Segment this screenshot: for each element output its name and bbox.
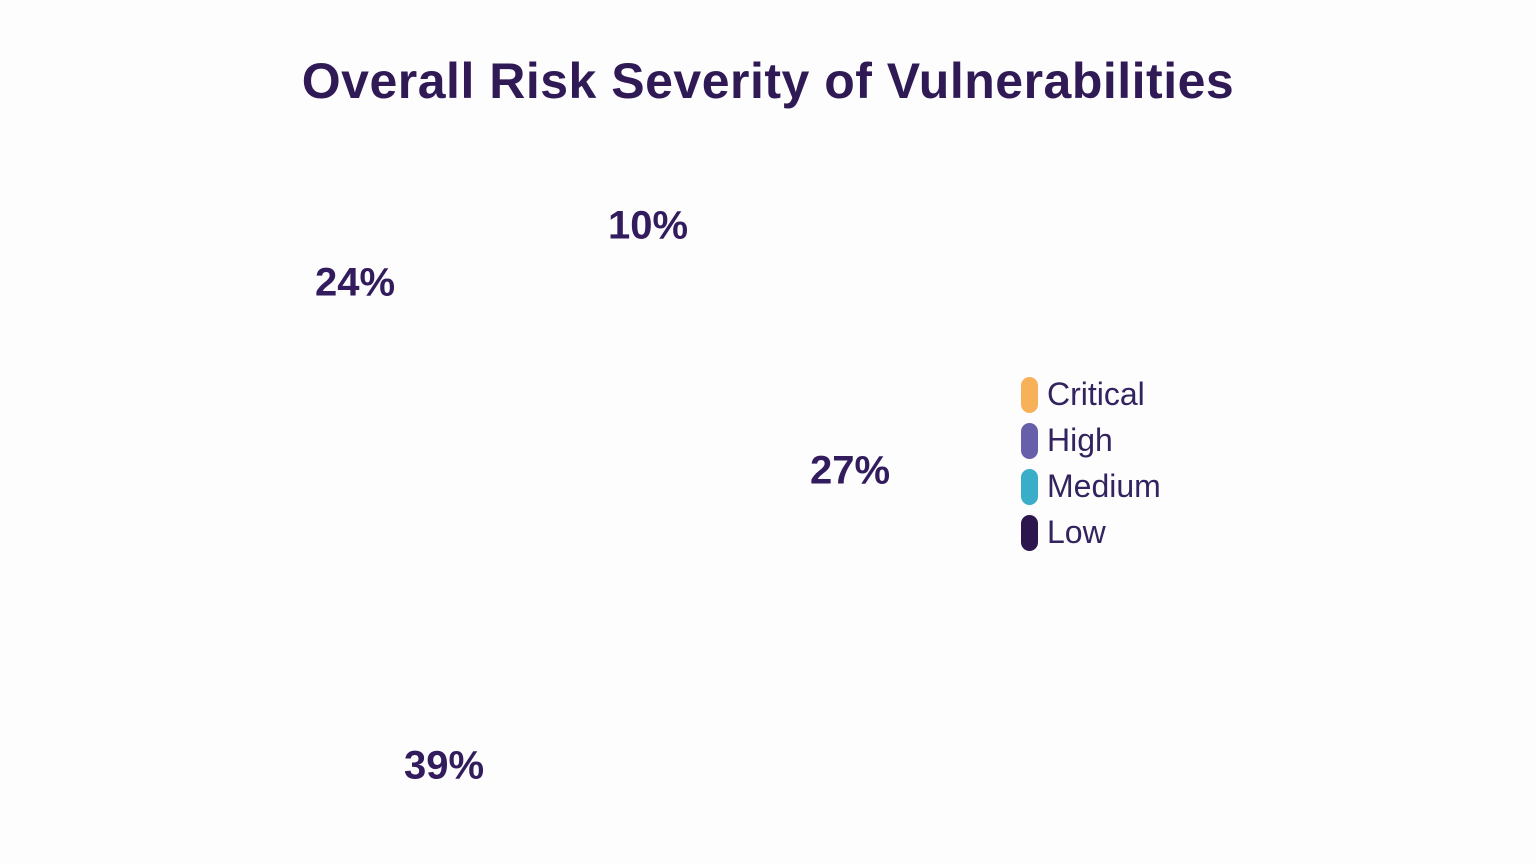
- legend-item-critical: Critical: [1021, 377, 1161, 413]
- chart-title: Overall Risk Severity of Vulnerabilities: [301, 53, 1235, 109]
- legend: Critical High Medium Low: [1021, 377, 1161, 551]
- legend-label-high: High: [1047, 422, 1113, 458]
- legend-label-low: Low: [1047, 514, 1106, 550]
- legend-label-critical: Critical: [1047, 376, 1145, 412]
- legend-swatch-low-icon: [1021, 515, 1038, 551]
- legend-item-medium: Medium: [1021, 469, 1161, 505]
- data-label-medium: 39%: [403, 743, 485, 788]
- legend-swatch-critical-icon: [1021, 377, 1038, 413]
- data-label-high: 27%: [809, 448, 891, 493]
- legend-swatch-medium-icon: [1021, 469, 1038, 505]
- data-label-low: 24%: [314, 260, 396, 305]
- legend-label-medium: Medium: [1047, 468, 1161, 504]
- legend-item-low: Low: [1021, 515, 1161, 551]
- data-label-critical: 10%: [607, 203, 689, 248]
- legend-swatch-high-icon: [1021, 423, 1038, 459]
- legend-item-high: High: [1021, 423, 1161, 459]
